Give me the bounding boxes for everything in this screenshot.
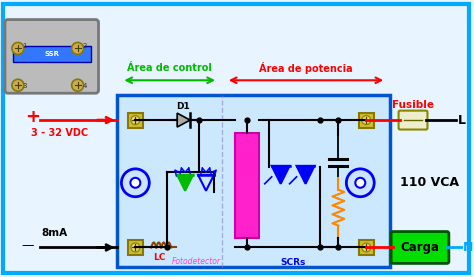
Bar <box>359 240 374 255</box>
Circle shape <box>72 79 83 91</box>
Text: Área de control: Área de control <box>127 63 212 73</box>
FancyBboxPatch shape <box>391 232 449 263</box>
Bar <box>13 47 91 62</box>
Text: 110 VCA: 110 VCA <box>401 176 459 189</box>
Text: D1: D1 <box>176 102 190 111</box>
Text: L: L <box>458 114 466 127</box>
Circle shape <box>12 79 24 91</box>
Circle shape <box>121 169 149 197</box>
Text: Carga: Carga <box>401 241 439 254</box>
Polygon shape <box>177 175 193 191</box>
Bar <box>359 113 374 127</box>
FancyBboxPatch shape <box>399 111 428 130</box>
Circle shape <box>131 116 140 125</box>
Circle shape <box>356 178 365 188</box>
Bar <box>128 240 143 255</box>
Circle shape <box>362 243 371 252</box>
Circle shape <box>346 169 374 197</box>
Circle shape <box>130 178 140 188</box>
Text: Fusible: Fusible <box>392 100 434 110</box>
Text: 1: 1 <box>23 43 27 49</box>
Text: 8mA: 8mA <box>42 227 68 238</box>
Text: 4: 4 <box>82 83 87 89</box>
Text: LC: LC <box>153 253 165 262</box>
Bar <box>235 133 259 237</box>
Bar <box>118 95 390 267</box>
Text: SSR: SSR <box>44 52 59 57</box>
Polygon shape <box>272 166 290 184</box>
Circle shape <box>72 42 83 54</box>
Circle shape <box>362 116 371 125</box>
Text: SCRs: SCRs <box>280 258 305 267</box>
Text: Área de potencia: Área de potencia <box>259 62 353 74</box>
Circle shape <box>131 243 140 252</box>
Polygon shape <box>198 175 214 191</box>
Text: +: + <box>25 108 40 126</box>
Text: 2: 2 <box>82 43 87 49</box>
Polygon shape <box>297 166 314 184</box>
Text: N: N <box>463 241 473 254</box>
FancyBboxPatch shape <box>5 20 99 93</box>
Circle shape <box>12 42 24 54</box>
Text: 3: 3 <box>23 83 27 89</box>
Polygon shape <box>177 113 190 127</box>
Text: Fotodetector: Fotodetector <box>172 257 220 266</box>
Bar <box>128 113 143 127</box>
Text: 3 - 32 VDC: 3 - 32 VDC <box>31 128 88 138</box>
Text: —: — <box>22 239 34 252</box>
